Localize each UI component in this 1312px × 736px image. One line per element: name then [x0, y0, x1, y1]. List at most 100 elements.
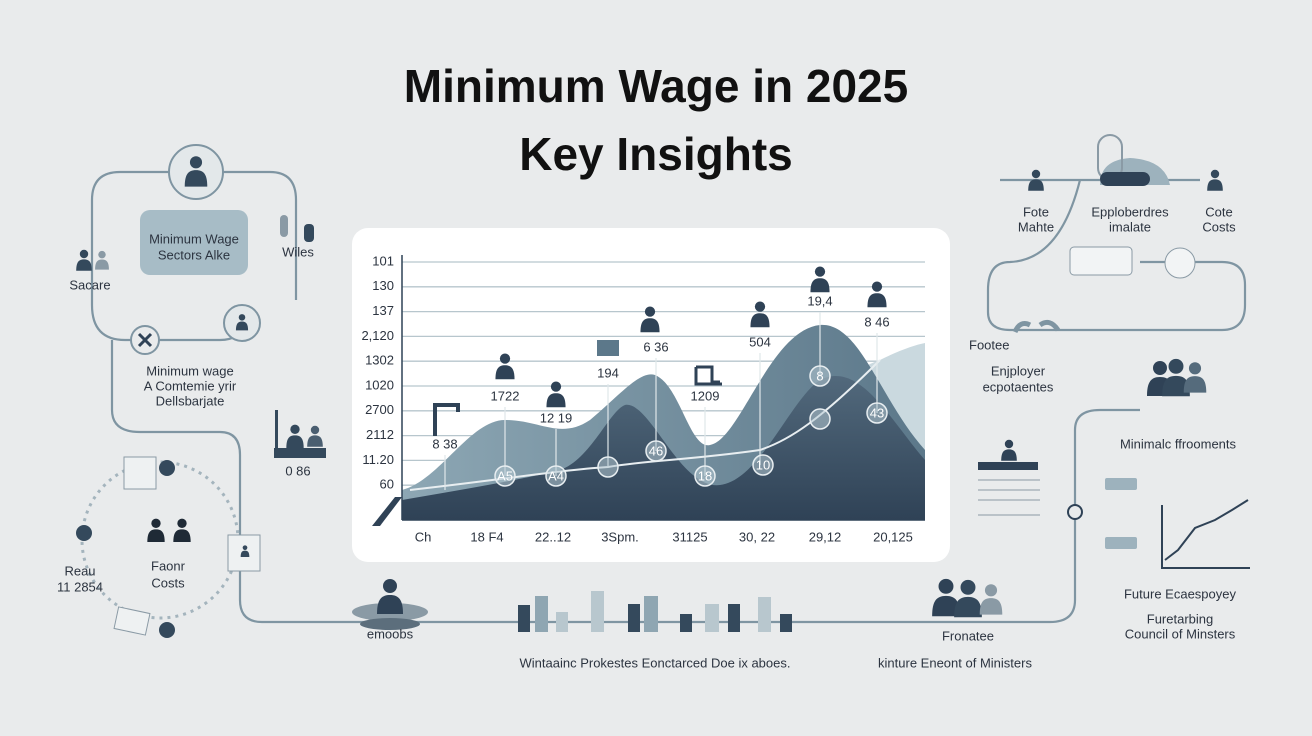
- icon: [1105, 537, 1137, 549]
- node-label: A4: [548, 468, 564, 483]
- node-label: A5: [497, 468, 513, 483]
- note: Minimum wage: [146, 363, 233, 378]
- y-label: 101: [372, 253, 394, 268]
- label: Enjployer: [991, 363, 1046, 378]
- icon: [597, 340, 619, 356]
- x-label: 31125: [672, 529, 707, 544]
- node: [545, 465, 567, 487]
- icon: [137, 332, 153, 348]
- node: [866, 402, 888, 424]
- label: Sacare: [69, 277, 110, 292]
- label: Footee: [969, 337, 1009, 352]
- icon: [1105, 478, 1137, 490]
- label: emoobs: [367, 626, 414, 641]
- x-label: Ch: [415, 529, 432, 544]
- icon: [1069, 246, 1133, 276]
- node: [494, 465, 516, 487]
- label: ecpotaentes: [983, 379, 1054, 394]
- title: Key Insights: [519, 128, 793, 180]
- label: Costs: [151, 575, 185, 590]
- x-label: 29,12: [809, 529, 842, 544]
- icon: [280, 215, 288, 237]
- label: 11 2854: [57, 579, 103, 594]
- y-label: 2112: [366, 427, 394, 442]
- label: Costs: [1202, 219, 1236, 234]
- y-label: 1302: [365, 353, 394, 368]
- box-label: Minimum Wage: [149, 231, 239, 246]
- label: Mahte: [1018, 219, 1054, 234]
- icon: [159, 622, 175, 638]
- node-label: 10: [756, 457, 770, 472]
- point-label: 8 38: [432, 436, 457, 451]
- y-label: 11.20: [362, 452, 394, 467]
- y-label: 2,120: [361, 328, 394, 343]
- node-label: 18: [698, 468, 712, 483]
- point-label: 8 46: [864, 314, 889, 329]
- icon: [76, 525, 92, 541]
- node: [809, 365, 831, 387]
- y-label: 1020: [365, 377, 394, 392]
- icon: [1012, 319, 1061, 334]
- icon: [304, 224, 314, 242]
- icon: [274, 448, 326, 458]
- note: A Comtemie yrir: [144, 378, 237, 393]
- info-box: [140, 210, 248, 275]
- icon: [694, 365, 722, 386]
- icon-lines: [978, 479, 1040, 516]
- point-label: 504: [749, 334, 771, 349]
- node: [694, 465, 716, 487]
- label: 0 86: [285, 463, 310, 478]
- label: Reau: [64, 563, 95, 578]
- icon: [1164, 247, 1196, 279]
- point-label: 1209: [691, 388, 720, 403]
- footer: Wintaainc Prokestes Eonctarced Doe ix ab…: [520, 655, 791, 670]
- node: [752, 454, 774, 476]
- label: Faonr: [151, 558, 186, 573]
- icon: [1100, 172, 1150, 186]
- icon: [275, 410, 278, 456]
- label: Council of Minsters: [1125, 626, 1236, 641]
- y-label: 2700: [365, 402, 394, 417]
- node: [645, 440, 667, 462]
- label: imalate: [1109, 219, 1151, 234]
- icon: [433, 403, 460, 436]
- x-label: 3Spm.: [601, 529, 639, 544]
- x-label: 30, 22: [739, 529, 775, 544]
- trend-line: [409, 359, 881, 491]
- bar-decoration: [518, 591, 792, 632]
- title: Minimum Wage in 2025: [404, 60, 908, 112]
- point-label: 1722: [491, 388, 520, 403]
- point-label: 12 19: [540, 410, 573, 425]
- x-label: 18 F4: [470, 529, 503, 544]
- box-label: Sectors Alke: [158, 247, 230, 262]
- point-label: 194: [597, 365, 619, 380]
- icon: [123, 456, 157, 490]
- node-label: 8: [816, 368, 823, 383]
- label: Furetarbing: [1147, 611, 1213, 626]
- label: Minimalc ffrooments: [1120, 436, 1237, 451]
- icon-chart: [1161, 499, 1250, 569]
- y-label: 137: [372, 303, 394, 318]
- label: Fote: [1023, 204, 1049, 219]
- chart-labels: 101 130 137 2,120 1302 1020 2700 2112 11.20 60 Ch 1…: [361, 253, 912, 544]
- axis-arrow: [372, 497, 402, 526]
- icon: [360, 618, 420, 630]
- node-label: 46: [649, 443, 663, 458]
- label: Future Ecaespoyey: [1124, 586, 1237, 601]
- x-label: 20,125: [873, 529, 913, 544]
- point-label: 6 36: [643, 339, 668, 354]
- node: [809, 408, 831, 430]
- label: Fronatee: [942, 628, 994, 643]
- label: Epploberdres: [1091, 204, 1169, 219]
- label: kinture Eneont of Ministers: [878, 655, 1032, 670]
- point-label: 19,4: [807, 293, 832, 308]
- node-label: 43: [870, 405, 884, 420]
- y-label: 130: [372, 278, 394, 293]
- icon: [113, 606, 151, 636]
- icon: [159, 460, 175, 476]
- y-label: 60: [380, 477, 394, 492]
- note: Dellsbarjate: [156, 393, 225, 408]
- label: Cote: [1205, 204, 1232, 219]
- icon: [978, 462, 1038, 470]
